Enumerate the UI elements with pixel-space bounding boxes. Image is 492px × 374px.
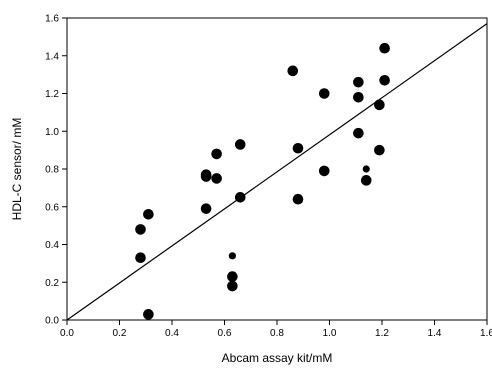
data-point [234,192,246,203]
data-point [360,175,372,186]
data-point [362,165,370,173]
data-point [318,88,330,99]
data-point [143,209,154,220]
y-tick-label: 0.4 [45,240,59,251]
data-point [227,280,238,292]
data-point [211,148,222,160]
data-point [135,252,146,264]
data-point [353,91,364,103]
y-axis-label: HDL-C sensor/ mM [10,118,24,221]
plot-area [66,17,488,321]
y-tick-label: 0.6 [45,202,59,213]
data-point [287,65,299,77]
y-tick-label: 0.2 [45,278,59,289]
fit-line-group [66,23,488,321]
fit-line [66,23,488,321]
data-point [227,271,238,282]
x-tick-label: 1.6 [480,328,492,339]
x-tick-label: 1.4 [428,328,442,339]
plot-frame [66,17,488,321]
data-point [353,127,364,139]
y-tick-label: 1.6 [45,14,59,25]
data-point [374,99,385,111]
data-point [143,309,154,320]
data-point [374,144,385,156]
x-tick-label: 0.2 [113,328,127,339]
y-tick-label: 1.2 [45,89,59,100]
x-tick-label: 0.6 [218,328,232,339]
data-point [200,171,212,182]
data-point [379,74,390,86]
data-point [228,252,236,260]
data-point [292,142,304,154]
y-tick-label: 1.4 [45,51,59,62]
x-tick-label: 0.8 [270,328,284,339]
x-tick-label: 1.2 [375,328,389,339]
data-point [135,224,146,235]
y-tick-label: 0.0 [45,316,59,327]
data-points [135,42,390,320]
y-axis: 0.0 0.2 0.4 0.6 0.8 1.0 1.2 1.4 1.6 [45,14,67,327]
data-point [318,165,330,177]
x-tick-label: 0.0 [60,328,74,339]
data-point [211,173,222,184]
y-tick-label: 1.0 [45,127,59,138]
x-axis: 0.0 0.2 0.4 0.6 0.8 1.0 1.2 1.4 1.6 [60,320,492,339]
x-axis-label: Abcam assay kit/mM [222,351,333,365]
data-point [353,76,364,88]
x-tick-label: 0.4 [165,328,179,339]
data-point [234,139,246,150]
y-tick-label: 0.8 [45,165,59,176]
data-point [200,203,212,214]
data-point [379,42,390,54]
data-point [292,193,304,205]
x-tick-label: 1.0 [323,328,337,339]
